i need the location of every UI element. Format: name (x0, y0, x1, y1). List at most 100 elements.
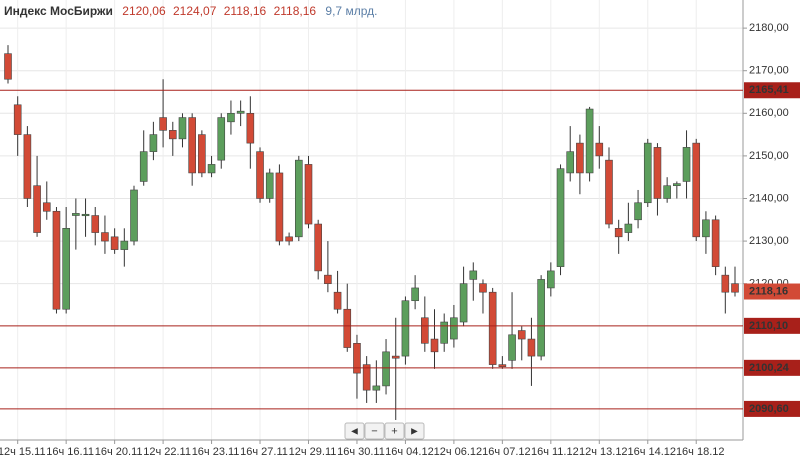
candle-body (294, 159, 303, 238)
y-tick-label: 2150,00 (749, 150, 789, 162)
candle-body (4, 53, 12, 80)
candle-body (585, 108, 594, 174)
candle-body (372, 385, 381, 391)
candle-body (508, 334, 516, 361)
candle-body (256, 151, 264, 199)
candle-body (547, 270, 555, 289)
candle-body (324, 274, 332, 284)
nav-button-label[interactable]: ◄ (349, 425, 360, 437)
x-tick-label: 12ч 06.12 (434, 446, 483, 458)
candle-body (605, 159, 613, 225)
candle-body (62, 228, 70, 310)
level-label: 2090,60 (749, 403, 789, 415)
candle-body (614, 228, 623, 238)
candle-body (217, 117, 226, 161)
candle-body (130, 189, 138, 242)
level-label: 2110,10 (749, 320, 788, 332)
candle-body (479, 283, 487, 293)
candle-body (314, 223, 322, 272)
x-tick-label: 16ч 30.11 (337, 446, 385, 458)
chart-title: Индекс МосБиржи (4, 4, 113, 18)
candles (4, 45, 739, 420)
candle-body (265, 172, 274, 199)
candle-body (23, 134, 32, 199)
candle-body (178, 117, 187, 140)
nav-button[interactable] (364, 422, 385, 440)
candle-body (168, 130, 177, 140)
candle-body (673, 183, 681, 187)
candle-body (459, 283, 468, 323)
x-tick-label: 16ч 18.12 (676, 446, 725, 458)
candle-body (72, 213, 80, 216)
x-tick-label: 16ч 23.11 (192, 446, 240, 458)
candle-body (634, 202, 642, 221)
nav-button-label[interactable]: + (391, 425, 397, 437)
candle-body (198, 134, 206, 174)
candle-body (275, 172, 284, 242)
level-label-box (744, 82, 800, 99)
candle-body (702, 219, 710, 238)
candle-body (120, 240, 129, 250)
candle-body (498, 364, 507, 368)
candle-body (227, 113, 235, 123)
candle-body (343, 308, 352, 348)
x-tick-label: 16ч 14.12 (627, 446, 676, 458)
candle-body (576, 142, 584, 174)
candle-body (33, 185, 41, 233)
candle-body (450, 317, 458, 340)
candle-body (101, 232, 109, 242)
x-tick-label: 12ч 13.12 (579, 446, 628, 458)
candle-body (411, 287, 419, 302)
candle-body (566, 151, 575, 174)
candle-body (13, 104, 22, 135)
nav-button-label[interactable]: ► (409, 425, 420, 437)
x-tick-label: 16ч 04.12 (385, 446, 434, 458)
candle-body (556, 168, 565, 267)
nav-button[interactable] (404, 422, 425, 440)
candle-body (421, 317, 429, 344)
x-tick-label: 16ч 27.11 (240, 446, 288, 458)
open-value: 2120,06 (122, 4, 166, 18)
candle-body (643, 142, 652, 204)
nav-button[interactable] (344, 422, 365, 440)
level-label-box (744, 359, 800, 376)
candle-body (663, 185, 671, 199)
header: Индекс МосБиржи 2120,06 2124,07 2118,16 … (4, 4, 377, 18)
candle-body (537, 279, 545, 357)
candle-body (382, 351, 390, 387)
x-tick-label: 12ч 22.11 (143, 446, 191, 458)
candle-body (682, 147, 691, 182)
y-tick-label: 2130,00 (749, 235, 789, 247)
nav-button[interactable] (384, 422, 405, 440)
candle-body (52, 210, 61, 310)
high-value: 2124,07 (173, 4, 217, 18)
nav-button-label[interactable]: − (371, 425, 377, 437)
candle-body (304, 164, 313, 225)
candle-body (624, 223, 633, 233)
candle-body (236, 110, 245, 114)
level-label: 2100,24 (749, 362, 790, 374)
y-tick-label: 2180,00 (749, 22, 789, 34)
y-tick-label: 2140,00 (749, 192, 789, 204)
y-tick-label: 2170,00 (749, 65, 789, 77)
candle-body (91, 215, 100, 233)
x-tick-label: 12ч 29.11 (289, 446, 337, 458)
close-value: 2118,16 (274, 4, 317, 18)
x-tick-label: 12ч 15.11 (0, 446, 46, 458)
candle-body (711, 219, 720, 267)
candle-body (653, 147, 662, 199)
candle-body (362, 364, 371, 391)
candle-body (81, 213, 90, 217)
candle-body (207, 164, 216, 174)
x-tick-label: 16ч 20.11 (95, 446, 143, 458)
low-value: 2118,16 (224, 4, 267, 18)
x-tick-label: 16ч 16.11 (46, 446, 94, 458)
candle-body (188, 117, 196, 174)
candle-body (527, 338, 536, 357)
last-price-label: 2118,16 (749, 285, 788, 297)
candle-body (440, 321, 449, 344)
candle-body (333, 291, 342, 310)
candle-body (159, 117, 167, 131)
last-price-box (744, 283, 800, 300)
